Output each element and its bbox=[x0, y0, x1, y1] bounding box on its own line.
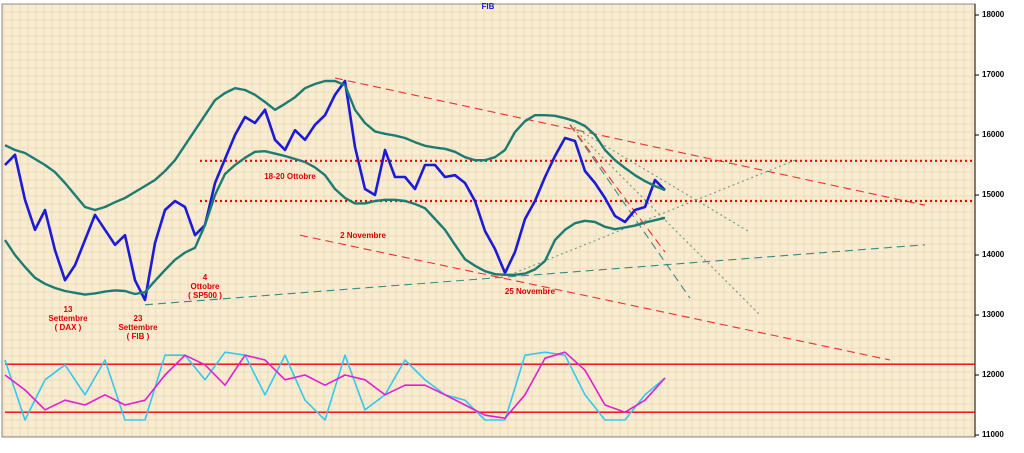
annotation: ( SP500 ) bbox=[188, 291, 222, 300]
y-tick-label: 17000 bbox=[982, 70, 1005, 79]
annotation: 4 bbox=[203, 273, 208, 282]
y-tick-label: 16000 bbox=[982, 130, 1005, 139]
annotation: 25 Novembre bbox=[505, 287, 556, 296]
price-line bbox=[4, 79, 666, 302]
y-tick-label: 13000 bbox=[982, 310, 1005, 319]
oscillator-line bbox=[4, 351, 666, 421]
y-tick-label: 15000 bbox=[982, 190, 1005, 199]
trend-line bbox=[569, 124, 666, 253]
oscillator-line bbox=[4, 351, 666, 420]
annotation: Ottobre bbox=[191, 282, 220, 291]
annotation: 2 Novembre bbox=[340, 231, 386, 240]
trend-line bbox=[509, 159, 796, 276]
chart-title: FIB bbox=[482, 2, 495, 11]
plot-area bbox=[1, 3, 976, 438]
trend-line bbox=[334, 77, 926, 206]
trend-line bbox=[299, 234, 891, 361]
annotation: ( DAX ) bbox=[55, 323, 82, 332]
annotation: Settembre bbox=[118, 323, 158, 332]
y-tick-label: 11000 bbox=[982, 430, 1004, 439]
annotation: Settembre bbox=[48, 314, 88, 323]
annotation: 18-20 Ottobre bbox=[264, 172, 316, 181]
trend-line bbox=[569, 124, 691, 299]
y-tick-label: 14000 bbox=[982, 250, 1005, 259]
annotation: 23 bbox=[134, 314, 143, 323]
annotation: 13 bbox=[64, 305, 73, 314]
band-line bbox=[4, 149, 666, 296]
trend-line bbox=[144, 244, 926, 306]
y-tick-label: 12000 bbox=[982, 370, 1005, 379]
annotation: ( FIB ) bbox=[127, 332, 150, 341]
y-tick-label: 18000 bbox=[982, 10, 1005, 19]
band-line bbox=[4, 79, 666, 212]
